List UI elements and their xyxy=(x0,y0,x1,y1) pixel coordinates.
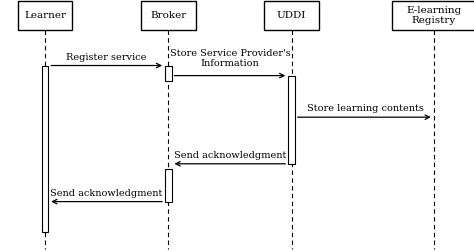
Bar xyxy=(264,1,319,30)
Text: UDDI: UDDI xyxy=(277,11,306,20)
Bar xyxy=(141,1,195,30)
Text: Send acknowledgment: Send acknowledgment xyxy=(50,189,163,198)
Text: Register service: Register service xyxy=(66,53,147,62)
Text: Store Service Provider's
Information: Store Service Provider's Information xyxy=(170,49,290,68)
Bar xyxy=(165,66,172,81)
Text: Store learning contents: Store learning contents xyxy=(307,104,423,113)
Text: Broker: Broker xyxy=(150,11,186,20)
Text: Learner: Learner xyxy=(24,11,66,20)
Text: Send acknowledgment: Send acknowledgment xyxy=(173,151,286,160)
Bar xyxy=(392,1,474,30)
Text: E-learning
Registry: E-learning Registry xyxy=(406,6,461,25)
Bar xyxy=(18,1,72,30)
Bar xyxy=(288,76,295,164)
Bar xyxy=(165,169,172,202)
Bar xyxy=(42,66,48,232)
